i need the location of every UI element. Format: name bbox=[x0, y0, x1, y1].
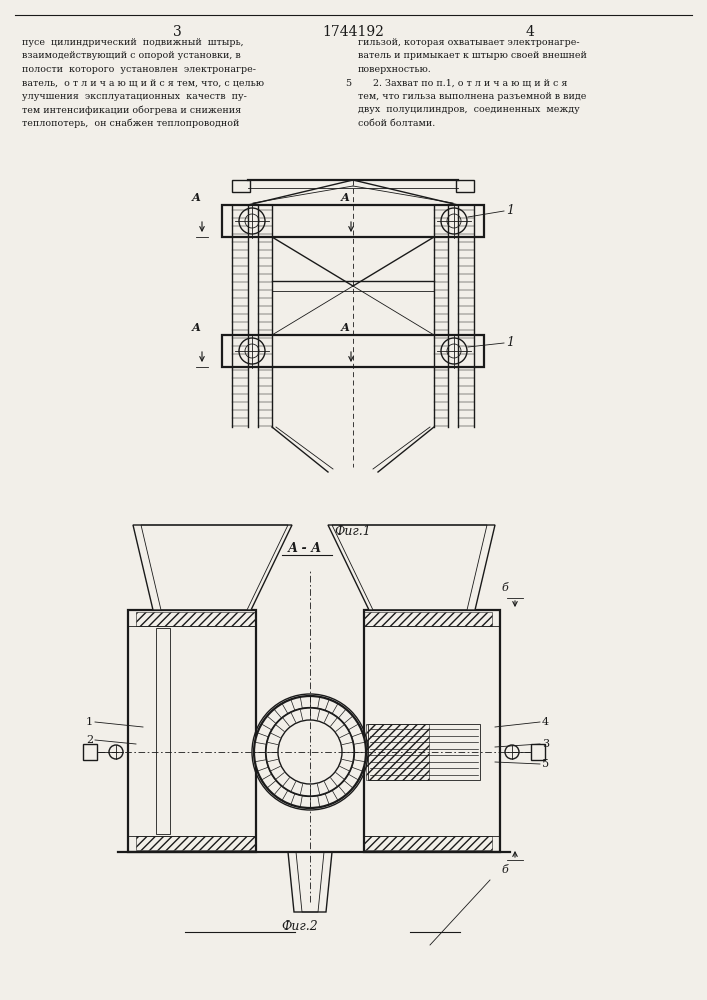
Text: взаимодействующий с опорой установки, в: взаимодействующий с опорой установки, в bbox=[22, 51, 241, 60]
Text: 5: 5 bbox=[345, 79, 351, 88]
Bar bbox=[156, 628, 170, 834]
Text: тем, что гильза выполнена разъемной в виде: тем, что гильза выполнена разъемной в ви… bbox=[358, 92, 586, 101]
Text: 5: 5 bbox=[542, 759, 549, 769]
Bar bbox=[364, 610, 500, 852]
Text: 2: 2 bbox=[86, 735, 93, 745]
Circle shape bbox=[447, 214, 461, 228]
Circle shape bbox=[239, 338, 265, 364]
Text: б: б bbox=[501, 583, 508, 593]
Circle shape bbox=[239, 208, 265, 234]
Circle shape bbox=[441, 338, 467, 364]
Text: поверхностью.: поверхностью. bbox=[358, 65, 432, 74]
Polygon shape bbox=[133, 525, 292, 610]
Bar bbox=[366, 724, 429, 780]
Circle shape bbox=[245, 214, 259, 228]
Text: б: б bbox=[501, 865, 508, 875]
Text: гильзой, которая охватывает электронагре-: гильзой, которая охватывает электронагре… bbox=[358, 38, 580, 47]
Text: Фиг.1: Фиг.1 bbox=[334, 525, 371, 538]
Text: 1: 1 bbox=[86, 717, 93, 727]
Text: ватель,  о т л и ч а ю щ и й с я тем, что, с целью: ватель, о т л и ч а ю щ и й с я тем, что… bbox=[22, 79, 264, 88]
Text: тем интенсификации обогрева и снижения: тем интенсификации обогрева и снижения bbox=[22, 105, 241, 115]
Bar bbox=[364, 836, 492, 850]
Circle shape bbox=[441, 208, 467, 234]
Bar bbox=[128, 610, 256, 852]
Text: Фиг.2: Фиг.2 bbox=[281, 920, 318, 933]
Circle shape bbox=[278, 720, 342, 784]
Circle shape bbox=[109, 745, 123, 759]
Circle shape bbox=[245, 344, 259, 358]
Text: 4: 4 bbox=[525, 25, 534, 39]
Bar bbox=[368, 724, 480, 780]
Bar bbox=[136, 836, 256, 850]
Text: 1744192: 1744192 bbox=[322, 25, 384, 39]
Text: ватель и примыкает к штырю своей внешней: ватель и примыкает к штырю своей внешней bbox=[358, 51, 587, 60]
Text: 1: 1 bbox=[506, 336, 514, 349]
Text: двух  полуцилиндров,  соединенных  между: двух полуцилиндров, соединенных между bbox=[358, 105, 580, 114]
Text: улучшения  эксплуатационных  качеств  пу-: улучшения эксплуатационных качеств пу- bbox=[22, 92, 247, 101]
Text: А: А bbox=[192, 322, 201, 333]
Text: А: А bbox=[341, 192, 349, 203]
Circle shape bbox=[254, 696, 366, 808]
Text: 2. Захват по п.1, о т л и ч а ю щ и й с я: 2. Захват по п.1, о т л и ч а ю щ и й с … bbox=[358, 79, 568, 88]
Text: А: А bbox=[192, 192, 201, 203]
Bar bbox=[531, 744, 545, 760]
Bar bbox=[232, 180, 250, 192]
Polygon shape bbox=[328, 525, 495, 610]
Text: теплопотерь,  он снабжен теплопроводной: теплопотерь, он снабжен теплопроводной bbox=[22, 119, 240, 128]
Text: А - А: А - А bbox=[288, 542, 322, 555]
Circle shape bbox=[447, 344, 461, 358]
Circle shape bbox=[266, 708, 354, 796]
Circle shape bbox=[505, 745, 519, 759]
Text: 4: 4 bbox=[542, 717, 549, 727]
Bar bbox=[364, 612, 492, 626]
Polygon shape bbox=[288, 852, 332, 912]
Bar bbox=[136, 612, 256, 626]
Circle shape bbox=[266, 708, 354, 796]
Text: 3: 3 bbox=[542, 739, 549, 749]
Text: 3: 3 bbox=[173, 25, 182, 39]
Text: 1: 1 bbox=[506, 204, 514, 217]
Text: собой болтами.: собой болтами. bbox=[358, 119, 436, 128]
Bar bbox=[456, 180, 474, 192]
Text: пусе  цилиндрический  подвижный  штырь,: пусе цилиндрический подвижный штырь, bbox=[22, 38, 244, 47]
Bar bbox=[222, 205, 484, 237]
Bar bbox=[83, 744, 97, 760]
Bar bbox=[222, 335, 484, 367]
Text: А: А bbox=[341, 322, 349, 333]
Text: полости  которого  установлен  электронагре-: полости которого установлен электронагре… bbox=[22, 65, 256, 74]
